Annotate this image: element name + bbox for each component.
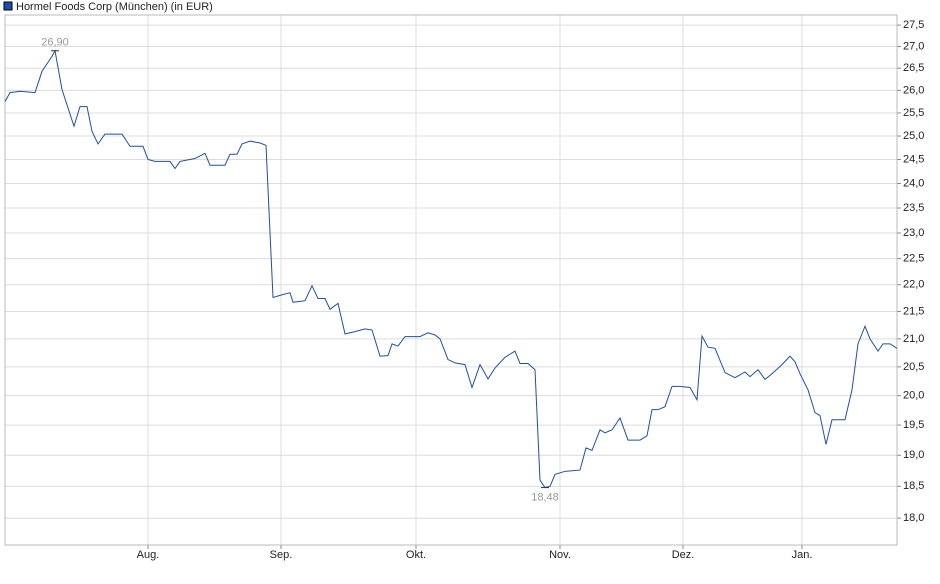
y-tick-label: 24,5 <box>903 153 924 165</box>
legend-label: Hormel Foods Corp (München) (in EUR) <box>16 1 213 13</box>
y-tick-label: 18,0 <box>903 512 924 524</box>
annotation-label: 26,90 <box>41 37 69 49</box>
y-tick-label: 26,5 <box>903 62 924 74</box>
y-tick-label: 27,0 <box>903 40 924 52</box>
annotation-label: 18,48 <box>531 491 559 503</box>
y-tick-label: 23,0 <box>903 227 924 239</box>
x-tick-label: Sep. <box>270 549 293 561</box>
x-tick-label: Aug. <box>137 549 160 561</box>
legend-swatch <box>3 1 13 11</box>
y-tick-label: 21,5 <box>903 305 924 317</box>
y-tick-label: 25,0 <box>903 130 924 142</box>
y-tick-label: 18,5 <box>903 480 924 492</box>
y-tick-label: 24,0 <box>903 177 924 189</box>
x-tick-label: Jan. <box>792 549 813 561</box>
x-tick-label: Dez. <box>672 549 695 561</box>
x-tick-label: Okt. <box>406 549 426 561</box>
y-tick-label: 22,0 <box>903 279 924 291</box>
price-line <box>4 49 898 489</box>
y-tick-label: 20,5 <box>903 361 924 373</box>
y-tick-label: 21,0 <box>903 333 924 345</box>
y-tick-label: 19,5 <box>903 419 924 431</box>
y-tick-label: 27,5 <box>903 19 924 31</box>
x-tick-label: Nov. <box>549 549 571 561</box>
y-tick-label: 25,5 <box>903 107 924 119</box>
plot-frame <box>4 14 898 546</box>
y-tick-label: 19,0 <box>903 449 924 461</box>
y-tick-label: 23,5 <box>903 202 924 214</box>
y-tick-label: 26,0 <box>903 84 924 96</box>
y-tick-label: 22,5 <box>903 252 924 264</box>
y-tick-label: 20,0 <box>903 390 924 402</box>
